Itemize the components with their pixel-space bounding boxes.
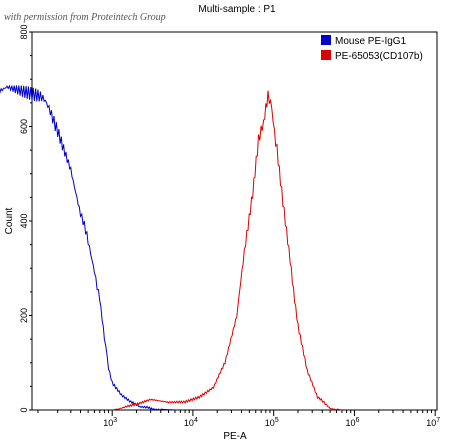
x-tick-label-4: 104 (184, 417, 198, 428)
y-tick-label-200: 200 (19, 308, 29, 323)
y-tick-label-600: 600 (19, 119, 29, 134)
y-axis: 0 200 400 600 800 (19, 24, 32, 413)
series-layer (0, 84, 342, 411)
legend-swatch-pe-65053 (321, 50, 331, 60)
y-axis-label: Count (4, 207, 15, 234)
legend-swatch-mouse-pe-igg1 (321, 35, 331, 45)
y-tick-label-800: 800 (19, 24, 29, 39)
x-tick-label-7: 107 (426, 417, 440, 428)
legend-label-pe-65053: PE-65053(CD107b) (335, 51, 423, 62)
y-tick-label-400: 400 (19, 213, 29, 228)
y-tick-label-0: 0 (19, 407, 29, 412)
x-tick-label-6: 106 (345, 417, 359, 428)
chart-title: Multi-sample : P1 (198, 4, 276, 15)
plot-frame (31, 31, 438, 411)
x-tick-label-3: 103 (103, 417, 117, 428)
watermark-text: with permission from Proteintech Group (4, 12, 166, 23)
legend: Mouse PE-IgG1 PE-65053(CD107b) (321, 35, 423, 62)
x-tick-label-5: 105 (265, 417, 279, 428)
legend-label-mouse-pe-igg1: Mouse PE-IgG1 (335, 36, 407, 47)
x-axis-label: PE-A (223, 431, 247, 442)
x-axis: 103 104 105 106 107 (37, 410, 440, 428)
series-line-mouse-pe-igg1 (0, 84, 176, 411)
series-line-pe-65053 (112, 90, 342, 411)
